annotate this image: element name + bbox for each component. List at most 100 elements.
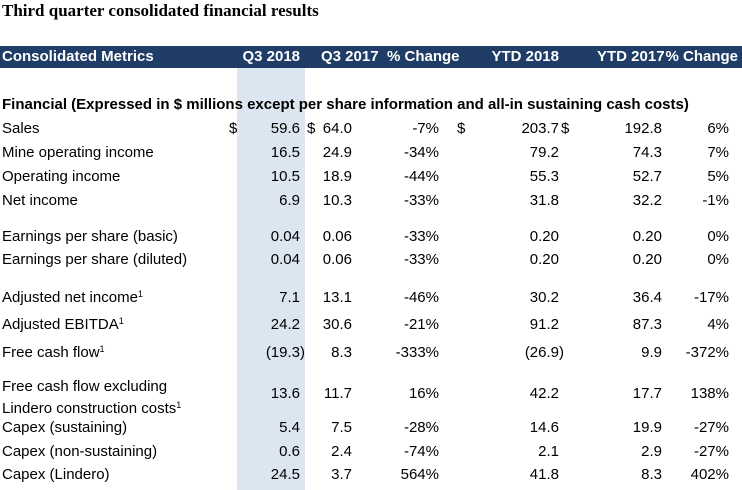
cell-ytd-2018: 31.8: [529, 192, 559, 209]
section-heading: Financial (Expressed in $ millions excep…: [2, 96, 689, 113]
cell-change-ytd: -372%: [685, 344, 729, 361]
currency-symbol: $: [561, 120, 570, 137]
table-row: Earnings per share (diluted) 0.04 0.06 -…: [0, 249, 742, 271]
cell-change-ytd: 6%: [707, 120, 729, 137]
cell-ytd-2018: 0.20: [529, 251, 559, 268]
cell-q3-2017: 30.6: [322, 316, 352, 333]
row-label: Sales: [2, 120, 40, 137]
header-q3-2018: Q3 2018: [242, 48, 300, 65]
cell-ytd-2018: 203.7: [521, 120, 559, 137]
cell-ytd-2017: 0.20: [632, 251, 662, 268]
cell-change-q: -44%: [403, 168, 439, 185]
cell-q3-2017: 2.4: [331, 443, 352, 460]
row-label: Operating income: [2, 168, 121, 185]
cell-q3-2017: 64.0: [322, 120, 352, 137]
cell-change-ytd: 0%: [707, 251, 729, 268]
cell-change-q: -33%: [403, 192, 439, 209]
cell-q3-2017: 13.1: [322, 289, 352, 306]
cell-ytd-2018: 79.2: [529, 144, 559, 161]
cell-ytd-2017: 8.3: [641, 466, 662, 483]
cell-ytd-2017: 32.2: [632, 192, 662, 209]
cell-change-q: 16%: [408, 385, 439, 402]
cell-change-q: -7%: [412, 120, 439, 137]
table-row: Capex (sustaining) 5.4 7.5 -28% 14.6 19.…: [0, 417, 742, 439]
row-label: Capex (non-sustaining): [2, 443, 158, 460]
row-label: Earnings per share (basic): [2, 228, 178, 245]
row-label: Mine operating income: [2, 144, 154, 161]
table-row: Capex (Lindero) 24.5 3.7 564% 41.8 8.3 4…: [0, 464, 742, 486]
cell-ytd-2017: 74.3: [632, 144, 662, 161]
cell-q3-2017: 0.06: [322, 228, 352, 245]
footnote-marker: 1: [176, 400, 182, 410]
cell-change-ytd: -27%: [693, 419, 729, 436]
header-change-q: % Change: [387, 48, 460, 65]
cell-ytd-2018: 30.2: [529, 289, 559, 306]
cell-ytd-2017: 0.20: [632, 228, 662, 245]
cell-change-q: -46%: [403, 289, 439, 306]
cell-ytd-2018: (26.9): [524, 344, 564, 361]
cell-change-ytd: -17%: [693, 289, 729, 306]
table-row: Net income 6.9 10.3 -33% 31.8 32.2 -1%: [0, 190, 742, 212]
header-change-ytd: % Change: [665, 48, 738, 65]
cell-q3-2018: 6.9: [279, 192, 300, 209]
cell-change-q: -34%: [403, 144, 439, 161]
cell-ytd-2018: 0.20: [529, 228, 559, 245]
table-row: Free cash flow1 (19.3) 8.3 -333% (26.9) …: [0, 342, 742, 364]
row-label-text: Adjusted EBITDA: [2, 316, 119, 333]
q3-2018-column-highlight: [237, 68, 305, 490]
header-q3-2017: Q3 2017: [321, 48, 379, 65]
cell-q3-2018: 7.1: [279, 289, 300, 306]
cell-ytd-2018: 2.1: [538, 443, 559, 460]
row-label-text: Free cash flow: [2, 344, 100, 361]
cell-change-q: -28%: [403, 419, 439, 436]
table-row: Mine operating income 16.5 24.9 -34% 79.…: [0, 142, 742, 164]
cell-q3-2017: 7.5: [331, 419, 352, 436]
cell-q3-2017: 11.7: [323, 385, 352, 402]
currency-symbol: $: [229, 120, 238, 137]
cell-change-ytd: 0%: [707, 228, 729, 245]
row-label: Free cash flow excluding Lindero construc…: [2, 376, 181, 420]
row-label: Adjusted net income1: [2, 287, 143, 309]
currency-symbol: $: [457, 120, 466, 137]
cell-change-q: -74%: [403, 443, 439, 460]
footnote-marker: 1: [99, 344, 105, 354]
cell-ytd-2017: 36.4: [632, 289, 662, 306]
cell-q3-2017: 18.9: [322, 168, 352, 185]
row-label: Capex (sustaining): [2, 419, 128, 436]
cell-change-q: -21%: [403, 316, 439, 333]
table-header: Consolidated Metrics Q3 2018 Q3 2017 % C…: [0, 46, 742, 68]
row-label: Capex (Lindero): [2, 466, 110, 483]
cell-q3-2017: 8.3: [331, 344, 352, 361]
cell-ytd-2017: 52.7: [632, 168, 662, 185]
cell-q3-2017: 10.3: [322, 192, 352, 209]
page-title: Third quarter consolidated financial res…: [2, 1, 319, 20]
cell-ytd-2018: 91.2: [529, 316, 559, 333]
cell-q3-2018: 13.6: [270, 385, 300, 402]
currency-symbol: $: [307, 120, 316, 137]
cell-ytd-2018: 14.6: [529, 419, 559, 436]
cell-q3-2018: 0.04: [270, 251, 300, 268]
cell-q3-2017: 3.7: [331, 466, 352, 483]
cell-ytd-2017: 9.9: [641, 344, 662, 361]
table-row: Adjusted EBITDA1 24.2 30.6 -21% 91.2 87.…: [0, 314, 742, 336]
cell-change-ytd: 7%: [707, 144, 729, 161]
row-label: Earnings per share (diluted): [2, 251, 188, 268]
cell-ytd-2017: 2.9: [641, 443, 662, 460]
cell-q3-2018: 5.4: [279, 419, 300, 436]
cell-change-ytd: -1%: [702, 192, 729, 209]
table-row: Sales $ 59.6 $ 64.0 -7% $ 203.7 $ 192.8 …: [0, 118, 742, 140]
cell-q3-2018: 59.6: [270, 120, 300, 137]
cell-q3-2017: 24.9: [322, 144, 352, 161]
table-row: Free cash flow excluding Lindero construc…: [0, 374, 742, 417]
row-label-text-line2: Lindero construction costs: [2, 400, 177, 417]
row-label-text: Free cash flow excluding: [2, 378, 168, 395]
table-row: Earnings per share (basic) 0.04 0.06 -33…: [0, 226, 742, 248]
cell-ytd-2017: 17.7: [632, 385, 662, 402]
cell-change-q: -33%: [403, 251, 439, 268]
cell-ytd-2018: 41.8: [529, 466, 559, 483]
cell-ytd-2018: 55.3: [529, 168, 559, 185]
cell-q3-2018: 16.5: [270, 144, 300, 161]
cell-ytd-2018: 42.2: [529, 385, 559, 402]
row-label: Adjusted EBITDA1: [2, 314, 124, 336]
row-label: Net income: [2, 192, 78, 209]
